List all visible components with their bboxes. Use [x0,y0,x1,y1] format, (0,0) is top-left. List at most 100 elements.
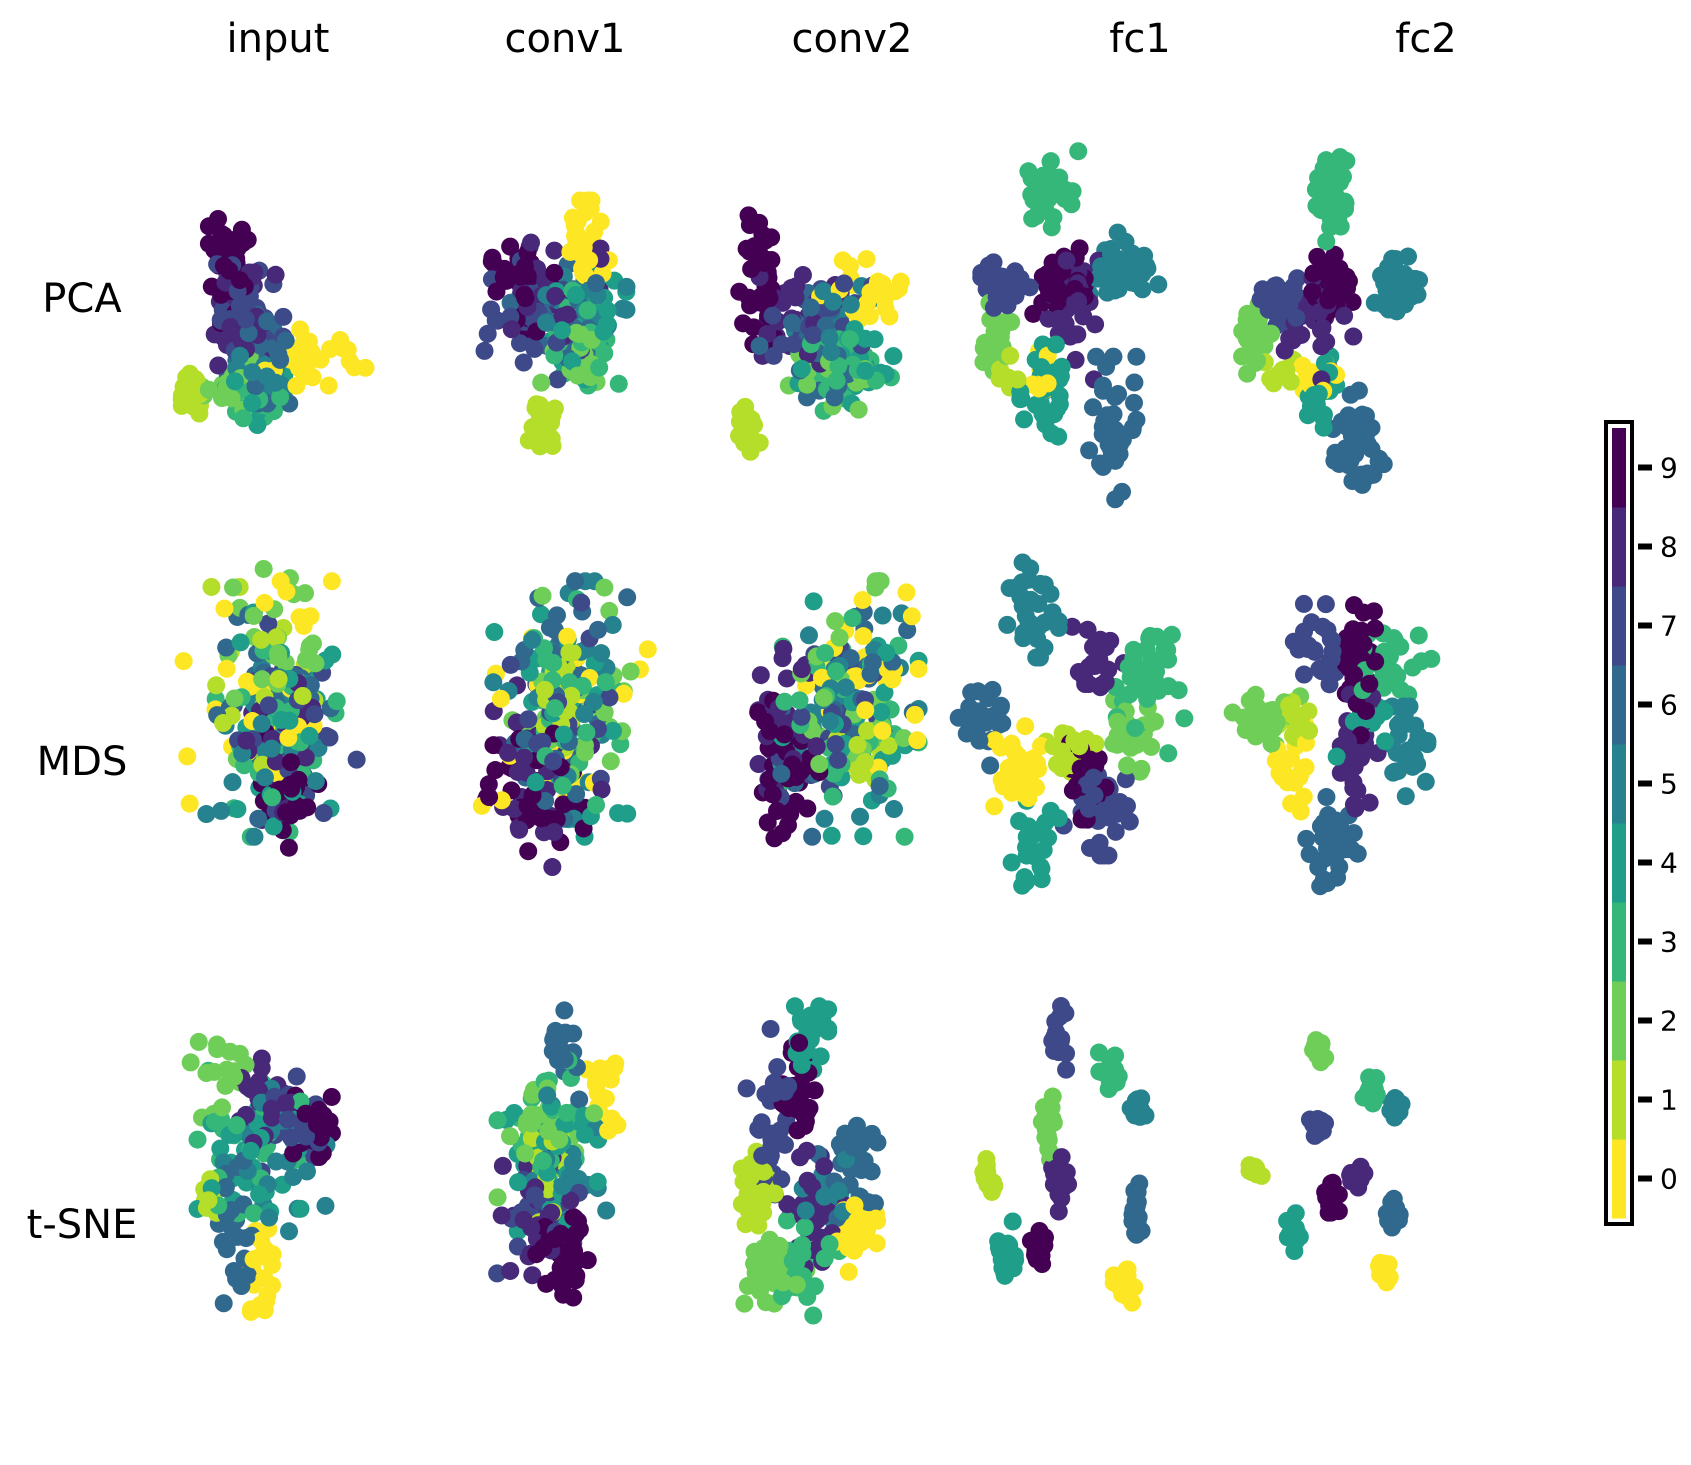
colorbar-segment [1612,586,1626,666]
scatter-point [484,673,503,692]
scatter-point [1091,454,1110,473]
scatter-point [1087,347,1106,366]
scatter-point [1344,753,1363,772]
scatter-point [1282,1218,1301,1237]
scatter-point [213,1098,232,1117]
scatter-point [1040,284,1059,303]
scatter-point [548,370,567,389]
scatter-point [1032,358,1051,377]
scatter-point [554,795,573,814]
scatter-point [1013,553,1032,572]
scatter-point [1405,748,1424,767]
scatter-point [237,731,256,750]
scatter-point [751,666,770,685]
scatter-point [570,1090,589,1109]
scatter-point [1108,712,1127,731]
scatter-point [962,683,981,702]
scatter-point [533,1151,552,1170]
scatter-point [815,1249,834,1268]
scatter-point [1338,731,1357,750]
scatter-point [486,761,505,780]
scatter-point [883,670,902,689]
scatter-point [271,350,290,369]
scatter-point [1129,1105,1148,1124]
scatter-point [736,397,755,416]
scatter-point [851,807,870,826]
scatter-point [763,785,782,804]
scatter-point [853,590,872,609]
scatter-point [991,738,1010,757]
scatter-point [276,331,295,350]
scatter-point [1342,840,1361,859]
scatter-point [867,1234,886,1253]
scatter-point [767,801,786,820]
scatter-point [296,748,315,767]
scatter-point [1045,1165,1064,1184]
scatter-point [268,644,287,663]
scatter-point [1120,685,1139,704]
scatter-point [854,627,873,646]
scatter-point [737,1079,756,1098]
scatter-point [277,803,296,822]
scatter-point [216,1179,235,1198]
scatter-point [1057,1060,1076,1079]
scatter-point [525,339,544,358]
scatter-point [761,1019,780,1038]
scatter-point [1020,613,1039,632]
scatter-point [898,621,917,640]
scatter-point [544,653,563,672]
scatter-point [1119,657,1138,676]
scatter-point [595,578,614,597]
scatter-point [1033,818,1052,837]
scatter-point [1375,702,1394,721]
scatter-point [778,816,797,835]
scatter-point [1042,218,1061,237]
scatter-point [180,794,199,813]
scatter-point [761,1142,780,1161]
scatter-point [985,797,1004,816]
scatter-point [555,1001,574,1020]
scatter-point [532,373,551,392]
scatter-point [829,356,848,375]
scatter-point [984,298,1003,317]
scatter-point [1320,675,1339,694]
colorbar-tick [1638,622,1652,629]
scatter-point [485,623,504,642]
scatter-point [1323,282,1342,301]
scatter-point [884,800,903,819]
colorbar-tick [1638,1017,1652,1024]
scatter-point [484,254,503,273]
scatter-point [236,310,255,329]
scatter-point [856,361,875,380]
scatter-point [897,583,916,602]
column-title-conv2: conv2 [792,16,913,62]
scatter-point [777,1211,796,1230]
scatter-point [260,1208,279,1227]
scatter-point [523,630,542,649]
scatter-point [493,1156,512,1175]
scatter-point [316,1196,335,1215]
scatter-point [314,804,333,823]
scatter-point [1372,266,1391,285]
scatter-point [824,292,843,311]
scatter-point [1116,770,1135,789]
scatter-point [1129,1209,1148,1228]
scatter-point [1312,337,1331,356]
row-title-pca: PCA [42,276,122,322]
scatter-point [1358,464,1377,483]
scatter-point [1006,286,1025,305]
scatter-point [797,1141,816,1160]
colorbar-tick-label: 6 [1660,689,1678,722]
scatter-point [845,1196,864,1215]
scatter-point [1008,370,1027,389]
scatter-point [979,256,998,275]
scatter-point [1078,620,1097,639]
scatter-point [566,1271,585,1290]
scatter-panel-pca-conv2 [730,206,910,461]
scatter-point [1108,223,1127,242]
colorbar-tick [1638,859,1652,866]
scatter-point [1319,265,1338,284]
scatter-point [1416,772,1435,791]
scatter-point [1409,626,1428,645]
scatter-point [861,283,880,302]
